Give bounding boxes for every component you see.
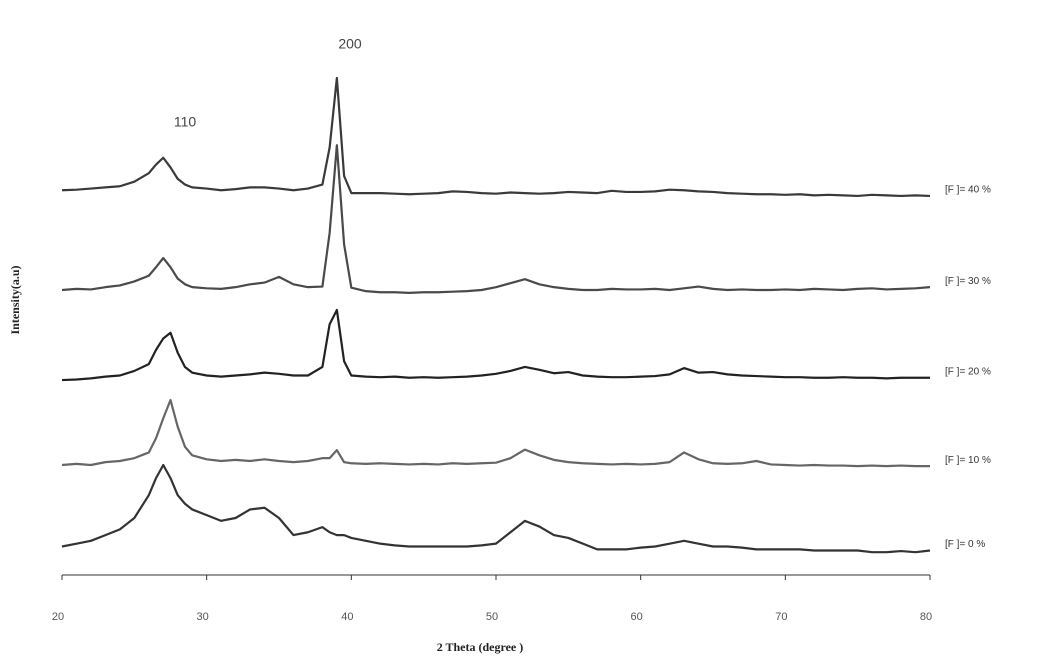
series-line [61, 398, 930, 468]
series-label: [F ]= 0 % [945, 539, 985, 550]
series-line [61, 76, 931, 198]
peak-label: 200 [338, 36, 362, 52]
series-line [61, 144, 931, 294]
x-axis-title: 2 Theta (degree ) [437, 640, 524, 654]
peak-label: 110 [174, 114, 197, 130]
series-line [61, 308, 930, 382]
series-label: [F ]= 20 % [945, 366, 991, 377]
x-tick-label: 60 [631, 611, 643, 623]
series-label: [F ]= 10 % [945, 455, 991, 466]
x-tick-label: 40 [341, 611, 353, 623]
x-tick-label: 50 [486, 611, 498, 623]
y-axis-title: Intensity(a.u) [8, 265, 22, 334]
series-label: [F ]= 40 % [945, 185, 991, 196]
x-tick-label: 20 [52, 611, 64, 623]
x-tick-label: 70 [775, 611, 787, 623]
x-tick-label: 80 [920, 611, 932, 623]
x-tick-label: 30 [197, 611, 209, 623]
series-label: [F ]= 30 % [945, 276, 991, 287]
series-line [61, 463, 931, 554]
